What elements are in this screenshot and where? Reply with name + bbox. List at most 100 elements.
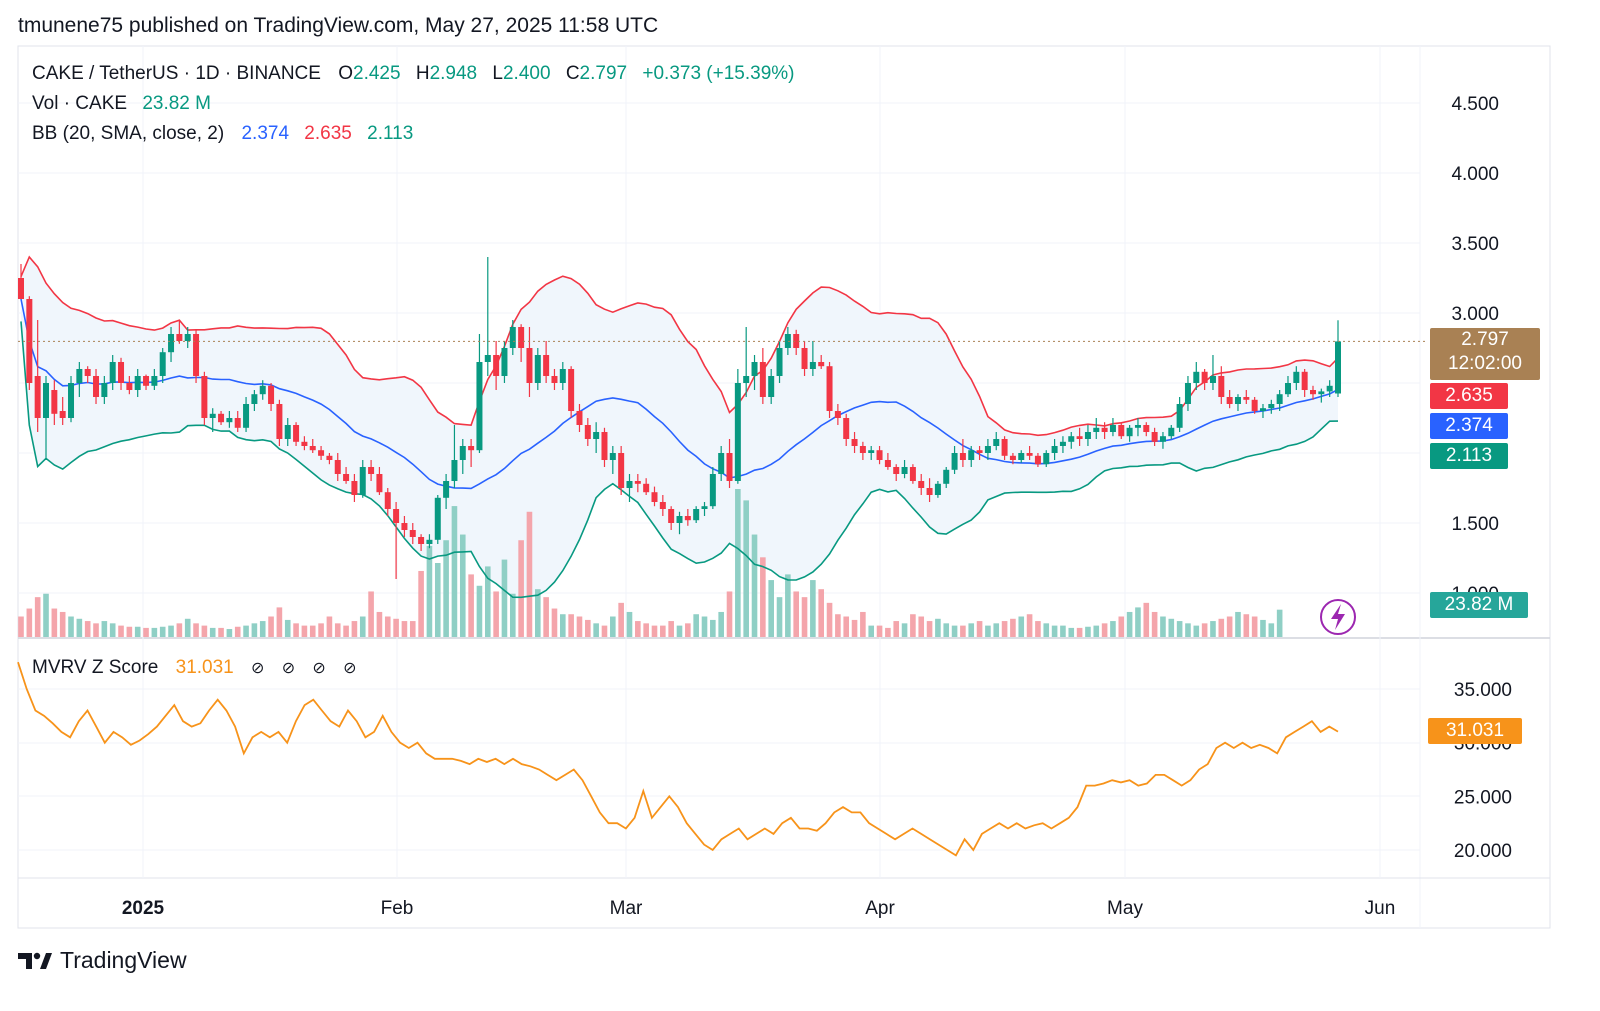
candle-body [659,502,666,509]
candle [968,446,975,467]
eye-off-icon[interactable]: ⊘ [281,660,296,677]
eye-off-icon[interactable]: ⊘ [251,660,265,677]
volume-label[interactable]: Vol · CAKE [32,93,128,114]
candle-body [43,383,50,418]
bb-lower-tag: 2.113 [1430,443,1508,469]
candle [1201,369,1208,390]
tradingview-brand[interactable]: TradingView [18,947,187,974]
candle [134,369,141,397]
mvrv-label[interactable]: MVRV Z Score [32,657,159,678]
candle-body [1309,390,1316,395]
candle [809,341,816,376]
candle [109,355,116,390]
candle [909,464,916,484]
volume-bar [960,625,966,637]
symbol-legend: CAKE / TetherUS · 1D · BINANCE O2.425 H2… [32,63,799,85]
bb-label[interactable]: BB (20, SMA, close, 2) [32,123,225,144]
volume-bar [676,625,683,637]
candle [1293,366,1300,390]
volume-bar [1143,602,1150,637]
volume-bar [1226,616,1233,637]
volume-bar [718,611,724,637]
candle-body [968,450,975,460]
volume-bar [926,621,933,637]
candle-body [509,327,516,348]
candle-body [918,481,925,488]
volume-bar [626,611,633,637]
volume-bar [209,627,216,637]
eye-off-icon[interactable]: ⊘ [312,660,326,677]
candle-body [501,348,508,376]
volume-bar [1126,611,1133,637]
candle [1259,404,1266,418]
volume-bar [885,627,891,637]
candle-body [1109,425,1116,432]
lightning-icon[interactable] [1320,599,1356,635]
candle [884,453,891,470]
bollinger-band-lines [20,255,1339,599]
volume-bar [359,616,366,637]
candle [43,376,50,460]
candle [301,436,308,451]
candle [1018,450,1025,463]
candle-body [984,446,991,453]
candle [234,411,241,432]
candle [1318,388,1325,403]
volume-bar [810,580,816,637]
volume-bar [101,621,108,637]
candle-body [93,376,100,397]
candle-body [1068,436,1075,442]
volume-bar [568,614,574,637]
volume-bar [910,614,916,637]
candle [1193,362,1200,390]
volume-bar [1276,609,1283,637]
candle [68,376,75,423]
candle [701,502,708,516]
candle-body [243,404,250,428]
candle-body [68,383,75,418]
price-tick-label: 3.000 [1451,304,1499,325]
volume-bar [168,625,174,637]
candle-body [176,334,183,341]
volume-bar [384,616,391,637]
volume-bar [26,608,33,637]
candle-body [743,376,750,383]
candle-body [118,362,125,383]
candle [534,348,541,390]
candle [543,341,550,383]
candle [659,495,666,516]
candle-body [634,481,641,484]
volume-bar [818,589,825,637]
candlesticks [18,257,1341,579]
candle [734,369,741,484]
volume-bar [826,602,833,637]
candle [26,296,33,390]
candle [476,334,483,453]
volume-bar [1210,621,1216,637]
volume-bar [1035,621,1041,637]
candle [384,488,391,516]
candle-body [76,369,83,383]
candle [851,432,858,453]
eye-off-icon[interactable]: ⊘ [343,660,357,677]
close-label: C [565,63,580,84]
volume-bar [401,621,408,637]
volume-bar [585,619,591,637]
candle-body [1251,399,1258,411]
low-value: 2.400 [502,63,551,84]
candle-body [618,453,625,488]
candle-body [1218,376,1225,397]
candle-body [1009,455,1016,460]
volume-bar [1260,619,1266,637]
candle-body [1301,371,1308,390]
volume-bar [393,618,399,637]
candle-body [1093,427,1100,432]
candle [818,355,825,369]
candle-body [443,481,450,498]
candle [368,460,375,481]
candle [784,327,791,355]
volume-bar [793,591,799,637]
candle-body [801,348,808,369]
symbol-label[interactable]: CAKE / TetherUS · 1D · BINANCE [32,63,321,84]
